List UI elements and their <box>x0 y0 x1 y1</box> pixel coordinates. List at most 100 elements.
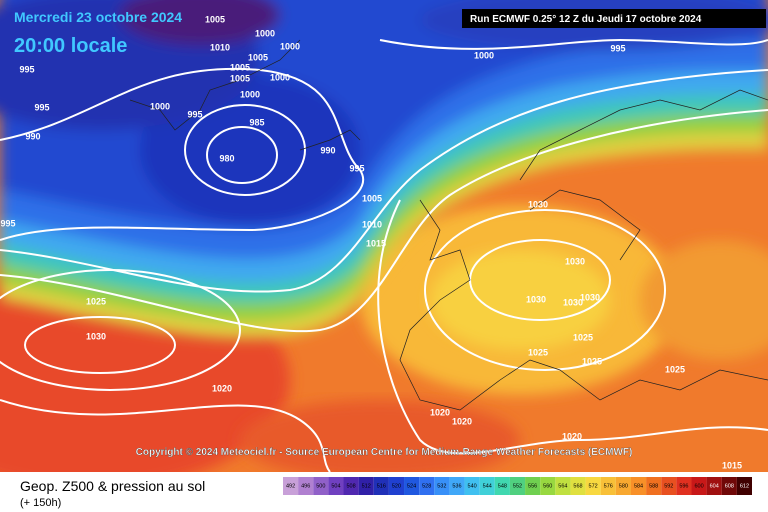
legend-swatch <box>691 477 707 495</box>
legend-label: 568 <box>573 483 582 489</box>
legend-label: 588 <box>649 483 658 489</box>
legend-swatch <box>540 477 556 495</box>
legend-label: 524 <box>407 483 416 489</box>
isobar-label: 1010 <box>210 42 230 52</box>
legend-swatch <box>283 477 299 495</box>
legend-label: 500 <box>316 483 325 489</box>
isobar-label: 995 <box>349 163 364 173</box>
legend-swatch <box>509 477 526 495</box>
legend-label: 548 <box>498 483 507 489</box>
isobar-label: 1025 <box>573 332 593 342</box>
legend-swatch <box>721 477 737 495</box>
isobar-label: 1020 <box>430 407 450 417</box>
isobar-label: 980 <box>219 153 234 163</box>
isobar-label: 1020 <box>562 431 582 441</box>
legend-label: 556 <box>528 483 537 489</box>
isobar-label: 995 <box>34 102 49 112</box>
isobar-label: 990 <box>25 131 40 141</box>
legend-label: 532 <box>437 483 446 489</box>
run-box <box>462 9 766 28</box>
run-info: Run ECMWF 0.25° 12 Z du Jeudi 17 octobre… <box>470 14 702 25</box>
footer-lead: (+ 150h) <box>20 497 61 509</box>
legend-swatch <box>661 477 677 495</box>
isobar-label: 1030 <box>563 297 583 307</box>
legend-label: 596 <box>679 483 688 489</box>
legend-swatch <box>585 477 601 495</box>
legend-label: 536 <box>452 483 461 489</box>
isobar-label: 1030 <box>565 256 585 266</box>
legend-swatch <box>555 477 571 495</box>
legend-label: 512 <box>362 483 371 489</box>
isobar-label: 1000 <box>255 28 275 38</box>
legend-swatch <box>570 477 586 495</box>
legend-label: 600 <box>694 483 703 489</box>
isobar-label: 1005 <box>230 62 250 72</box>
isobar-label: 995 <box>19 64 34 74</box>
isobar-label: 1030 <box>528 199 548 209</box>
isobar-label: 1030 <box>86 331 106 341</box>
date: Mercredi 23 octobre 2024 <box>14 9 182 25</box>
legend-label: 580 <box>619 483 628 489</box>
isobar-label: 995 <box>187 109 202 119</box>
footer-title: Geop. Z500 & pression au sol <box>20 478 205 494</box>
legend-swatch <box>706 477 722 495</box>
legend: 492 496 500 504 508 512 516 520 524 528 532 536 540 5… <box>283 477 752 495</box>
isobar-label: 1000 <box>240 89 260 99</box>
isobar-lines <box>0 38 768 472</box>
legend-swatch <box>646 477 662 495</box>
legend-label: 552 <box>513 483 522 489</box>
isobar-label: 1020 <box>212 383 232 393</box>
coastlines <box>129 39 768 411</box>
legend-label: 540 <box>468 483 477 489</box>
legend-swatch <box>313 477 329 495</box>
isobar-label: 1025 <box>665 364 685 374</box>
legend-swatch <box>525 477 541 495</box>
isobar-label: 1010 <box>362 219 382 229</box>
legend-swatch <box>479 477 495 495</box>
time: 20:00 locale <box>14 35 127 57</box>
legend-label: 604 <box>710 483 719 489</box>
legend-label: 560 <box>543 483 552 489</box>
legend-swatch <box>736 477 752 495</box>
isobar-label: 1015 <box>366 238 386 248</box>
isobar-label: 1025 <box>582 356 602 366</box>
legend-swatch <box>464 477 480 495</box>
legend-label: 584 <box>634 483 643 489</box>
isobar-label: 1000 <box>474 50 494 60</box>
isobar-label: 1000 <box>150 101 170 111</box>
legend-label: 516 <box>377 483 386 489</box>
legend-swatch <box>676 477 692 495</box>
isobar-label: 1000 <box>270 72 290 82</box>
legend-swatch <box>328 477 344 495</box>
copyright: Copyright © 2024 Meteociel.fr - Source E… <box>136 447 633 458</box>
isobar-label: 995 <box>610 43 625 53</box>
isobar-label: 1005 <box>230 73 250 83</box>
isobar-label: 1005 <box>248 52 268 62</box>
legend-label: 564 <box>558 483 567 489</box>
legend-label: 572 <box>589 483 598 489</box>
legend-swatch <box>343 477 359 495</box>
legend-label: 612 <box>740 483 749 489</box>
isobar-labels: 1005 1010 1000 1000 995 1005 1005 1000 1… <box>0 14 742 470</box>
legend-label: 520 <box>392 483 401 489</box>
legend-label: 504 <box>331 483 340 489</box>
isobar-label: 1025 <box>528 347 548 357</box>
isobar-label: 1015 <box>722 460 742 470</box>
legend-label: 496 <box>301 483 310 489</box>
legend-swatch <box>298 477 314 495</box>
legend-label: 592 <box>664 483 673 489</box>
isobar-label: 990 <box>320 145 335 155</box>
legend-swatch <box>494 477 510 495</box>
legend-swatch <box>419 477 435 495</box>
isobar-label: 1020 <box>452 416 472 426</box>
isobar-label: 1005 <box>205 14 225 24</box>
legend-swatch <box>449 477 465 495</box>
legend-label: 608 <box>725 483 734 489</box>
isobar-label: 1030 <box>580 292 600 302</box>
legend-swatch <box>600 477 616 495</box>
legend-swatch <box>615 477 631 495</box>
legend-label: 528 <box>422 483 431 489</box>
field <box>0 0 768 472</box>
isobar-label: 995 <box>0 218 15 228</box>
